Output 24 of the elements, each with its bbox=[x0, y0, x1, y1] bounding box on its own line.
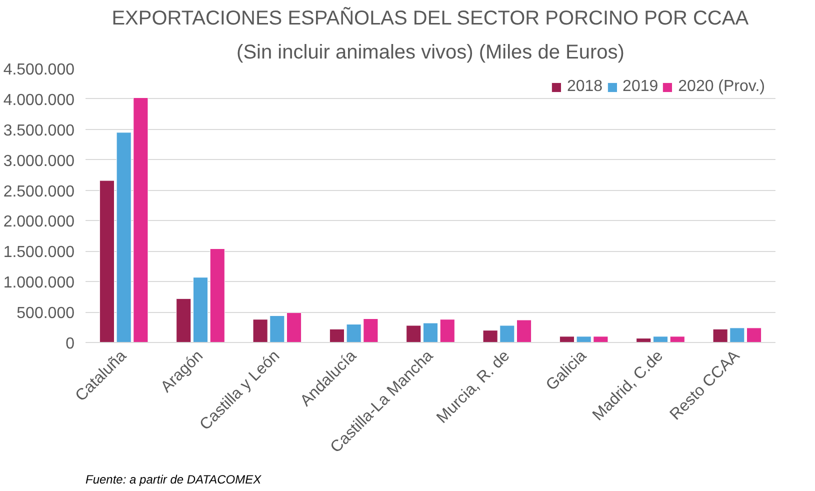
y-tick-label: 3.500.000 bbox=[3, 122, 75, 140]
y-tick-label: 2.500.000 bbox=[3, 183, 75, 200]
legend-label: 2019 bbox=[622, 78, 658, 96]
bar bbox=[210, 248, 225, 342]
y-tick-label: 4.000.000 bbox=[3, 92, 75, 109]
chart-subtitle: (Sin incluir animales vivos) (Miles de Euros) bbox=[236, 42, 624, 64]
legend-label: 2020 (Prov.) bbox=[678, 78, 765, 96]
y-tick-label: 3.000.000 bbox=[3, 152, 75, 170]
bar bbox=[176, 298, 192, 342]
bar bbox=[422, 322, 438, 342]
bar bbox=[192, 277, 208, 342]
y-tick-label: 500.000 bbox=[16, 305, 75, 322]
y-tick-label: 0 bbox=[66, 336, 75, 352]
y-tick-label: 2.000.000 bbox=[3, 214, 75, 231]
bar bbox=[670, 336, 685, 342]
bar bbox=[652, 336, 668, 342]
bar bbox=[406, 325, 422, 342]
y-tick-label: 1.000.000 bbox=[3, 274, 75, 292]
y-tick-label: 4.500.000 bbox=[3, 62, 75, 78]
legend-label: 2018 bbox=[566, 78, 603, 96]
bar bbox=[440, 319, 455, 342]
y-tick-label: 1.500.000 bbox=[3, 244, 75, 262]
source-note: Fuente: a partir de DATACOMEX bbox=[86, 472, 262, 486]
chart-title: EXPORTACIONES ESPAÑOLAS DEL SECTOR PORCINO POR CCAA bbox=[112, 6, 750, 30]
